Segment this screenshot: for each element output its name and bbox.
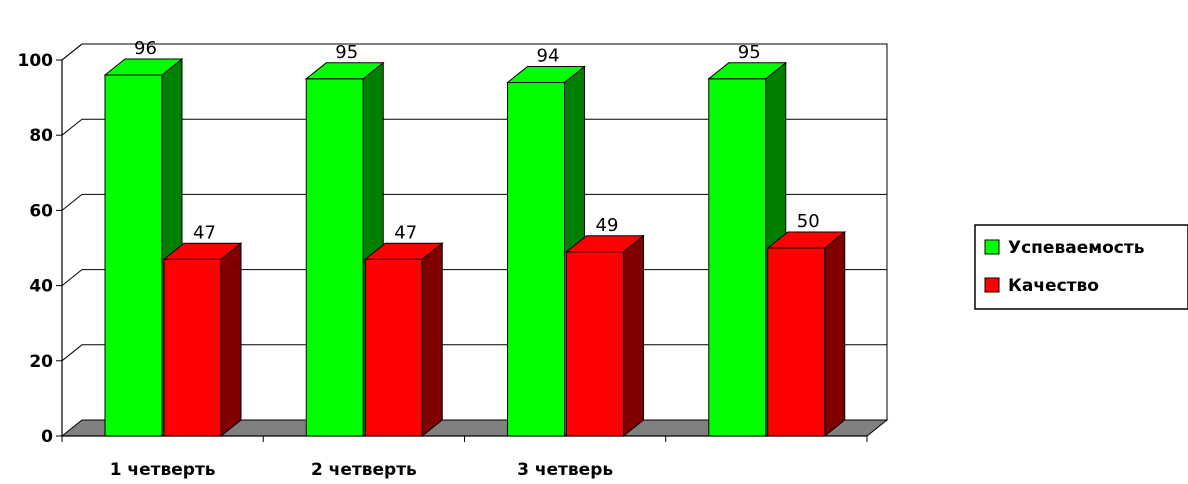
bar-top bbox=[766, 231, 847, 249]
bar bbox=[565, 234, 645, 438]
legend-label: Успеваемость bbox=[1008, 238, 1144, 258]
y-tick-label: 80 bbox=[29, 126, 53, 146]
data-label: 94 bbox=[537, 46, 560, 67]
bar bbox=[162, 242, 243, 438]
y-axis: 0 20 40 60 80 100 bbox=[18, 51, 63, 447]
data-label: 49 bbox=[596, 215, 619, 236]
gridline bbox=[61, 43, 887, 61]
bar-front bbox=[767, 247, 826, 437]
legend-label: Качество bbox=[1008, 276, 1099, 296]
bar-side bbox=[220, 242, 242, 438]
bar-front bbox=[305, 78, 364, 437]
bar-top bbox=[103, 58, 184, 76]
data-label: 95 bbox=[335, 42, 358, 63]
bar-front bbox=[566, 251, 624, 437]
x-tick-label: 1 четверть bbox=[110, 460, 216, 480]
data-label: 96 bbox=[134, 38, 157, 59]
bar-side bbox=[421, 242, 443, 438]
data-label: 95 bbox=[738, 42, 761, 63]
bar-top bbox=[363, 242, 444, 260]
legend-box bbox=[974, 224, 1188, 310]
bar-front bbox=[708, 78, 767, 437]
bar-top bbox=[565, 235, 645, 253]
data-labels: 96 47 95 47 94 49 95 50 bbox=[134, 38, 820, 243]
bar-front bbox=[104, 74, 163, 437]
bar-front bbox=[163, 258, 222, 437]
y-tick-label: 40 bbox=[29, 277, 53, 297]
x-axis: 1 четверть 2 четверть 3 четверь bbox=[61, 435, 868, 480]
data-label: 50 bbox=[797, 211, 820, 232]
legend-swatch bbox=[984, 239, 1000, 255]
bar bbox=[103, 57, 184, 438]
y-tick-label: 100 bbox=[18, 51, 54, 71]
bar-front bbox=[364, 258, 423, 437]
bar-side bbox=[623, 234, 644, 438]
gridline bbox=[61, 118, 887, 136]
gridline bbox=[61, 193, 887, 211]
bar bbox=[766, 230, 847, 438]
bar-top bbox=[162, 242, 243, 260]
legend: Успеваемость Качество bbox=[974, 224, 1188, 310]
data-label: 47 bbox=[193, 222, 216, 243]
bar-front bbox=[507, 82, 565, 437]
bar-top bbox=[707, 62, 788, 80]
y-tick-label: 20 bbox=[29, 352, 53, 372]
legend-swatch bbox=[984, 277, 1000, 293]
bar-side bbox=[824, 230, 846, 438]
bar bbox=[363, 242, 444, 438]
bar-top bbox=[506, 66, 586, 84]
data-label: 47 bbox=[394, 222, 417, 243]
bar-top bbox=[304, 62, 385, 80]
bars bbox=[103, 57, 847, 438]
x-tick-label: 3 четверь bbox=[517, 460, 613, 480]
x-tick-label: 2 четверть bbox=[311, 460, 417, 480]
y-tick-label: 0 bbox=[41, 427, 53, 447]
y-tick-label: 60 bbox=[29, 201, 53, 221]
